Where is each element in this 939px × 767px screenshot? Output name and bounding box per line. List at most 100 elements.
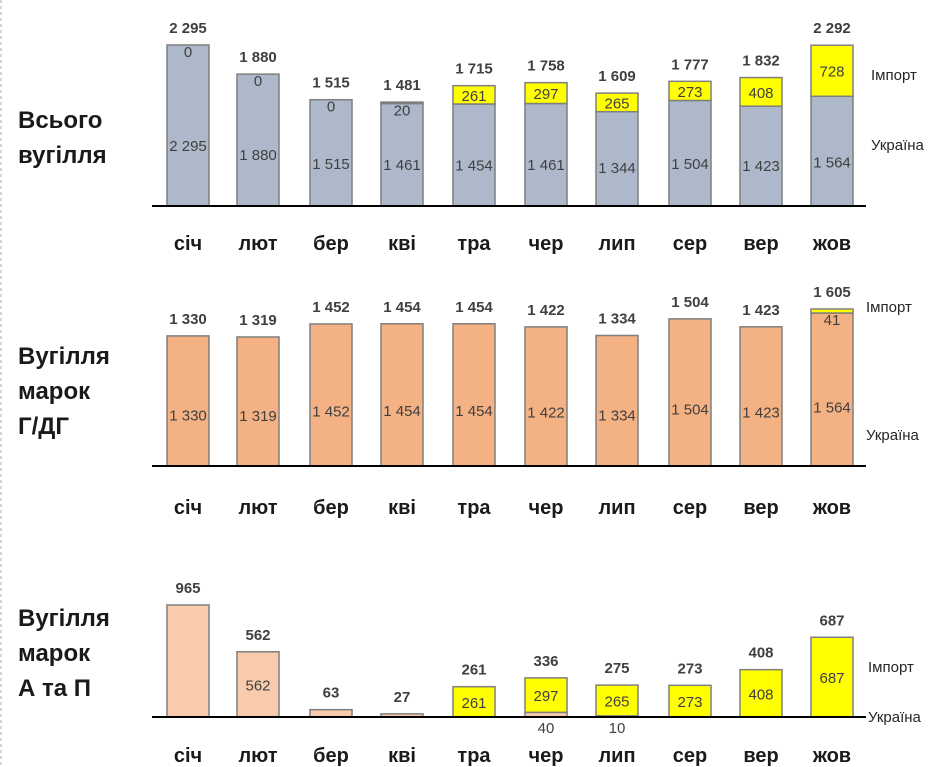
month-label: лип	[598, 233, 635, 255]
ukraine-value-label: 10	[609, 720, 626, 737]
bar-ukraine	[166, 604, 210, 718]
bar-ukraine	[452, 323, 496, 467]
import-value-label: 0	[184, 44, 192, 61]
total-label: 965	[175, 580, 200, 597]
total-label: 1 758	[527, 58, 565, 75]
total-label: 1 454	[455, 299, 493, 316]
month-label: кві	[388, 497, 416, 519]
bar-ukraine	[236, 651, 280, 718]
bar-ukraine	[524, 102, 568, 207]
ukraine-value-label: 1 423	[742, 158, 780, 175]
ukraine-value-label: 1 422	[527, 404, 565, 421]
ukraine-value-label: 2 295	[169, 138, 207, 155]
total-label: 27	[394, 689, 411, 706]
ukraine-value-label: 1 344	[598, 160, 636, 177]
month-label: жов	[812, 497, 851, 519]
month-label: сер	[673, 497, 707, 519]
bar-ukraine	[739, 105, 783, 207]
legend-ukraine: Україна	[871, 137, 925, 154]
month-label: кві	[388, 745, 416, 767]
month-label: лип	[598, 745, 635, 767]
legend-ukraine: Україна	[868, 709, 922, 726]
bar-import	[595, 92, 639, 113]
month-label: січ	[174, 233, 202, 255]
import-value-label: 273	[677, 694, 702, 711]
bar-import	[524, 81, 568, 105]
import-value-label: 261	[461, 695, 486, 712]
bar-import	[524, 677, 568, 714]
bar-import	[668, 80, 712, 102]
total-label: 1 319	[239, 312, 277, 329]
total-label: 562	[245, 627, 270, 644]
month-label: тра	[457, 497, 491, 519]
ukraine-value-label: 1 504	[671, 402, 709, 419]
import-value-label: 261	[461, 88, 486, 105]
total-label: 1 609	[598, 68, 636, 85]
bar-import	[810, 308, 854, 314]
import-value-label: 0	[254, 73, 262, 90]
month-label: лют	[238, 745, 277, 767]
total-label: 261	[461, 662, 486, 679]
total-label: 336	[533, 653, 558, 670]
ukraine-value-label: 1 423	[742, 404, 780, 421]
total-label: 63	[323, 685, 340, 702]
bar-ukraine	[595, 334, 639, 467]
panel-title-a-p-coal: Вугілля марок А та П	[18, 605, 110, 702]
bar-import	[810, 44, 854, 98]
month-label: тра	[457, 233, 491, 255]
month-label: жов	[812, 745, 851, 767]
bar-ukraine	[166, 335, 210, 467]
ukraine-value-label: 1 564	[813, 399, 851, 416]
month-label: жов	[812, 233, 851, 255]
ukraine-value-label: 562	[245, 677, 270, 694]
total-label: 1 422	[527, 302, 565, 319]
ukraine-value-label: 1 452	[312, 403, 350, 420]
bar-ukraine	[309, 323, 353, 467]
ukraine-value-label: 1 564	[813, 155, 851, 172]
month-label: лип	[598, 497, 635, 519]
legend-import: Імпорт	[866, 299, 912, 316]
month-label: сер	[673, 233, 707, 255]
month-label: вер	[743, 497, 778, 519]
left-dashed-border	[0, 0, 2, 767]
ukraine-value-label: 1 504	[671, 156, 709, 173]
month-label: вер	[743, 233, 778, 255]
import-value-label: 273	[677, 84, 702, 101]
bar-ukraine	[380, 102, 424, 207]
ukraine-value-label: 40	[538, 720, 555, 737]
bar-import	[739, 76, 783, 107]
total-label: 1 454	[383, 299, 421, 316]
total-label: 273	[677, 660, 702, 677]
total-label: 687	[819, 612, 844, 629]
total-label: 275	[604, 660, 629, 677]
bar-import	[810, 636, 854, 718]
ukraine-value-label: 1 461	[383, 157, 421, 174]
ukraine-value-label: 1 454	[383, 403, 421, 420]
ukraine-value-label: 1 334	[598, 407, 636, 424]
bar-ukraine	[739, 326, 783, 467]
ukraine-value-label: 1 330	[169, 407, 207, 424]
month-label: лют	[238, 497, 277, 519]
month-label: вер	[743, 745, 778, 767]
month-label: сер	[673, 745, 707, 767]
month-label: лют	[238, 233, 277, 255]
import-value-label: 728	[819, 64, 844, 81]
legend-ukraine: Україна	[866, 427, 920, 444]
bar-ukraine	[309, 708, 353, 718]
total-label: 1 777	[671, 56, 709, 73]
bar-ukraine	[668, 99, 712, 207]
total-label: 1 481	[383, 77, 421, 94]
month-label: чер	[529, 745, 564, 767]
import-value-label: 0	[327, 99, 335, 116]
total-label: 1 605	[813, 284, 851, 301]
month-label: кві	[388, 233, 416, 255]
bar-ukraine	[668, 318, 712, 467]
import-value-label: 408	[748, 85, 773, 102]
import-value-label: 297	[533, 688, 558, 705]
import-value-label: 265	[604, 693, 629, 710]
bar-import	[739, 668, 783, 718]
import-value-label: 41	[824, 312, 841, 329]
bar-ukraine	[236, 73, 280, 207]
bar-import	[595, 684, 639, 717]
